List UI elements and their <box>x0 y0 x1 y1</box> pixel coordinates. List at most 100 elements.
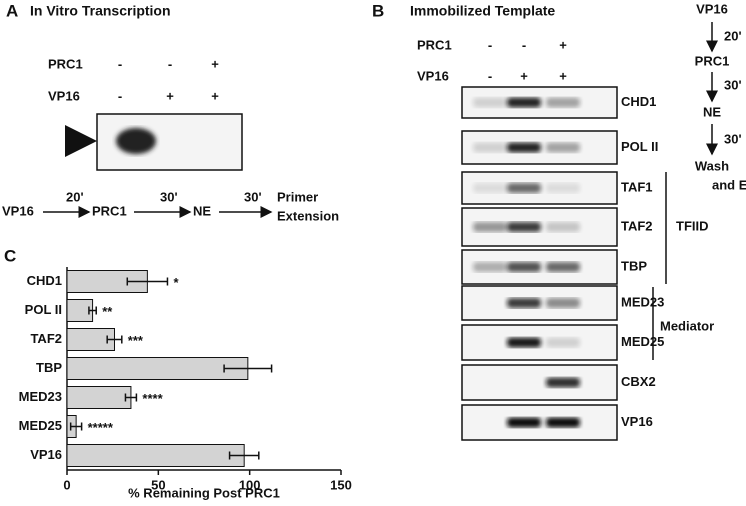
band <box>507 142 541 153</box>
flow-label: VP16 <box>696 1 728 16</box>
band <box>546 97 580 108</box>
band <box>473 262 507 272</box>
flow-label: NE <box>193 203 211 218</box>
sign: + <box>559 37 567 52</box>
significance: ***** <box>88 420 114 435</box>
flow-label: 20' <box>724 28 742 43</box>
band <box>116 128 156 154</box>
x-tick-label: 0 <box>63 477 70 492</box>
band <box>546 298 580 308</box>
band <box>507 183 541 193</box>
blot-label: TBP <box>621 258 647 273</box>
row-label: VP16 <box>48 88 80 103</box>
band <box>473 222 507 232</box>
band <box>507 298 541 308</box>
flow-label: 30' <box>244 189 262 204</box>
sign: - <box>118 56 122 71</box>
panel-label: A <box>6 1 18 20</box>
flow-label: 20' <box>66 189 84 204</box>
error-bar <box>228 451 260 460</box>
x-tick-label: 50 <box>151 477 165 492</box>
x-tick-label: 100 <box>239 477 261 492</box>
error-bar <box>124 393 138 402</box>
flow-label: 30' <box>160 189 178 204</box>
x-axis-title: % Remaining Post PRC1 <box>128 485 280 500</box>
band <box>473 183 507 193</box>
blot-label: VP16 <box>621 414 653 429</box>
flow-label: Primer <box>277 189 318 204</box>
significance: *** <box>128 333 144 348</box>
flow-label: Extension <box>277 208 339 223</box>
panel-title: In Vitro Transcription <box>30 3 171 19</box>
band <box>546 337 580 348</box>
band <box>507 222 541 232</box>
band <box>546 262 580 272</box>
row-label: PRC1 <box>48 56 83 71</box>
flow-label: and Elute <box>712 177 746 192</box>
blot-label: CHD1 <box>621 94 656 109</box>
y-tick-label: POL II <box>25 302 62 317</box>
sign: - <box>488 37 492 52</box>
significance: * <box>173 275 179 290</box>
bar <box>66 386 132 409</box>
row-label: PRC1 <box>417 37 452 52</box>
sign: - <box>488 68 492 83</box>
y-tick-label: MED25 <box>19 418 62 433</box>
flow-label: NE <box>703 104 721 119</box>
panel-label: C <box>4 246 16 265</box>
band <box>546 183 580 193</box>
blot-label: POL II <box>621 139 658 154</box>
group-label: TFIID <box>676 218 709 233</box>
flow-label: PRC1 <box>695 53 730 68</box>
blot-label: TAF1 <box>621 179 653 194</box>
error-bar <box>126 277 169 286</box>
sign: + <box>559 68 567 83</box>
group-label: Mediator <box>660 318 714 333</box>
band <box>507 337 541 348</box>
panel-title: Immobilized Template <box>410 3 555 19</box>
blot <box>461 364 618 401</box>
blot-label: TAF2 <box>621 218 653 233</box>
blot-label: MED25 <box>621 334 664 349</box>
error-bar <box>88 306 97 315</box>
blot-label: MED23 <box>621 294 664 309</box>
sign: + <box>520 68 528 83</box>
y-tick-label: MED23 <box>19 389 62 404</box>
y-tick-label: TAF2 <box>30 331 62 346</box>
bar <box>66 444 245 467</box>
sign: - <box>168 56 172 71</box>
band <box>473 142 507 153</box>
band <box>507 417 541 428</box>
sign: + <box>166 88 174 103</box>
bar <box>66 357 249 380</box>
significance: **** <box>142 391 163 406</box>
sign: - <box>522 37 526 52</box>
sign: + <box>211 88 219 103</box>
band <box>473 97 507 108</box>
band <box>546 222 580 232</box>
panel-label: B <box>372 1 384 20</box>
flow-label: VP16 <box>2 203 34 218</box>
band <box>546 417 580 428</box>
error-bar <box>223 364 273 373</box>
x-tick-label: 150 <box>330 477 352 492</box>
band <box>546 142 580 153</box>
row-label: VP16 <box>417 68 449 83</box>
y-tick-label: VP16 <box>30 447 62 462</box>
flow-label: Wash <box>695 158 729 173</box>
flow-label: 30' <box>724 77 742 92</box>
band <box>507 97 541 108</box>
error-bar <box>69 422 83 431</box>
band <box>507 262 541 272</box>
y-tick-label: CHD1 <box>27 273 62 288</box>
flow-label: PRC1 <box>92 203 127 218</box>
flow-label: 30' <box>724 131 742 146</box>
band <box>546 377 580 388</box>
error-bar <box>106 335 123 344</box>
significance: ** <box>102 304 113 319</box>
blot-label: CBX2 <box>621 374 656 389</box>
sign: - <box>118 88 122 103</box>
y-tick-label: TBP <box>36 360 62 375</box>
sign: + <box>211 56 219 71</box>
